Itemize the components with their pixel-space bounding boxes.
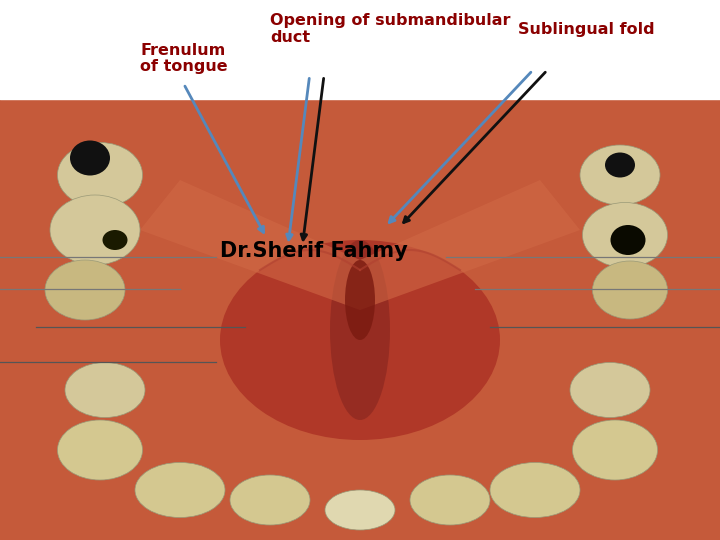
- Ellipse shape: [45, 260, 125, 320]
- Ellipse shape: [611, 225, 646, 255]
- Ellipse shape: [330, 240, 390, 420]
- Text: Dr.Sherif Fahmy: Dr.Sherif Fahmy: [220, 241, 408, 261]
- Text: Frenulum
of tongue: Frenulum of tongue: [140, 43, 228, 75]
- Ellipse shape: [230, 475, 310, 525]
- Ellipse shape: [70, 140, 110, 176]
- Ellipse shape: [580, 145, 660, 205]
- Ellipse shape: [570, 362, 650, 417]
- Ellipse shape: [220, 240, 500, 440]
- Ellipse shape: [572, 420, 657, 480]
- Ellipse shape: [65, 362, 145, 417]
- Ellipse shape: [410, 475, 490, 525]
- Ellipse shape: [582, 202, 667, 267]
- Ellipse shape: [58, 143, 143, 207]
- Text: Sublingual fold: Sublingual fold: [518, 22, 655, 37]
- Ellipse shape: [345, 260, 375, 340]
- Ellipse shape: [50, 195, 140, 265]
- Polygon shape: [140, 180, 580, 310]
- Ellipse shape: [325, 490, 395, 530]
- Ellipse shape: [102, 230, 127, 250]
- Ellipse shape: [58, 420, 143, 480]
- Text: Opening of submandibular
duct: Opening of submandibular duct: [270, 14, 510, 45]
- Ellipse shape: [593, 261, 667, 319]
- Ellipse shape: [605, 152, 635, 178]
- Ellipse shape: [135, 462, 225, 517]
- Ellipse shape: [490, 462, 580, 517]
